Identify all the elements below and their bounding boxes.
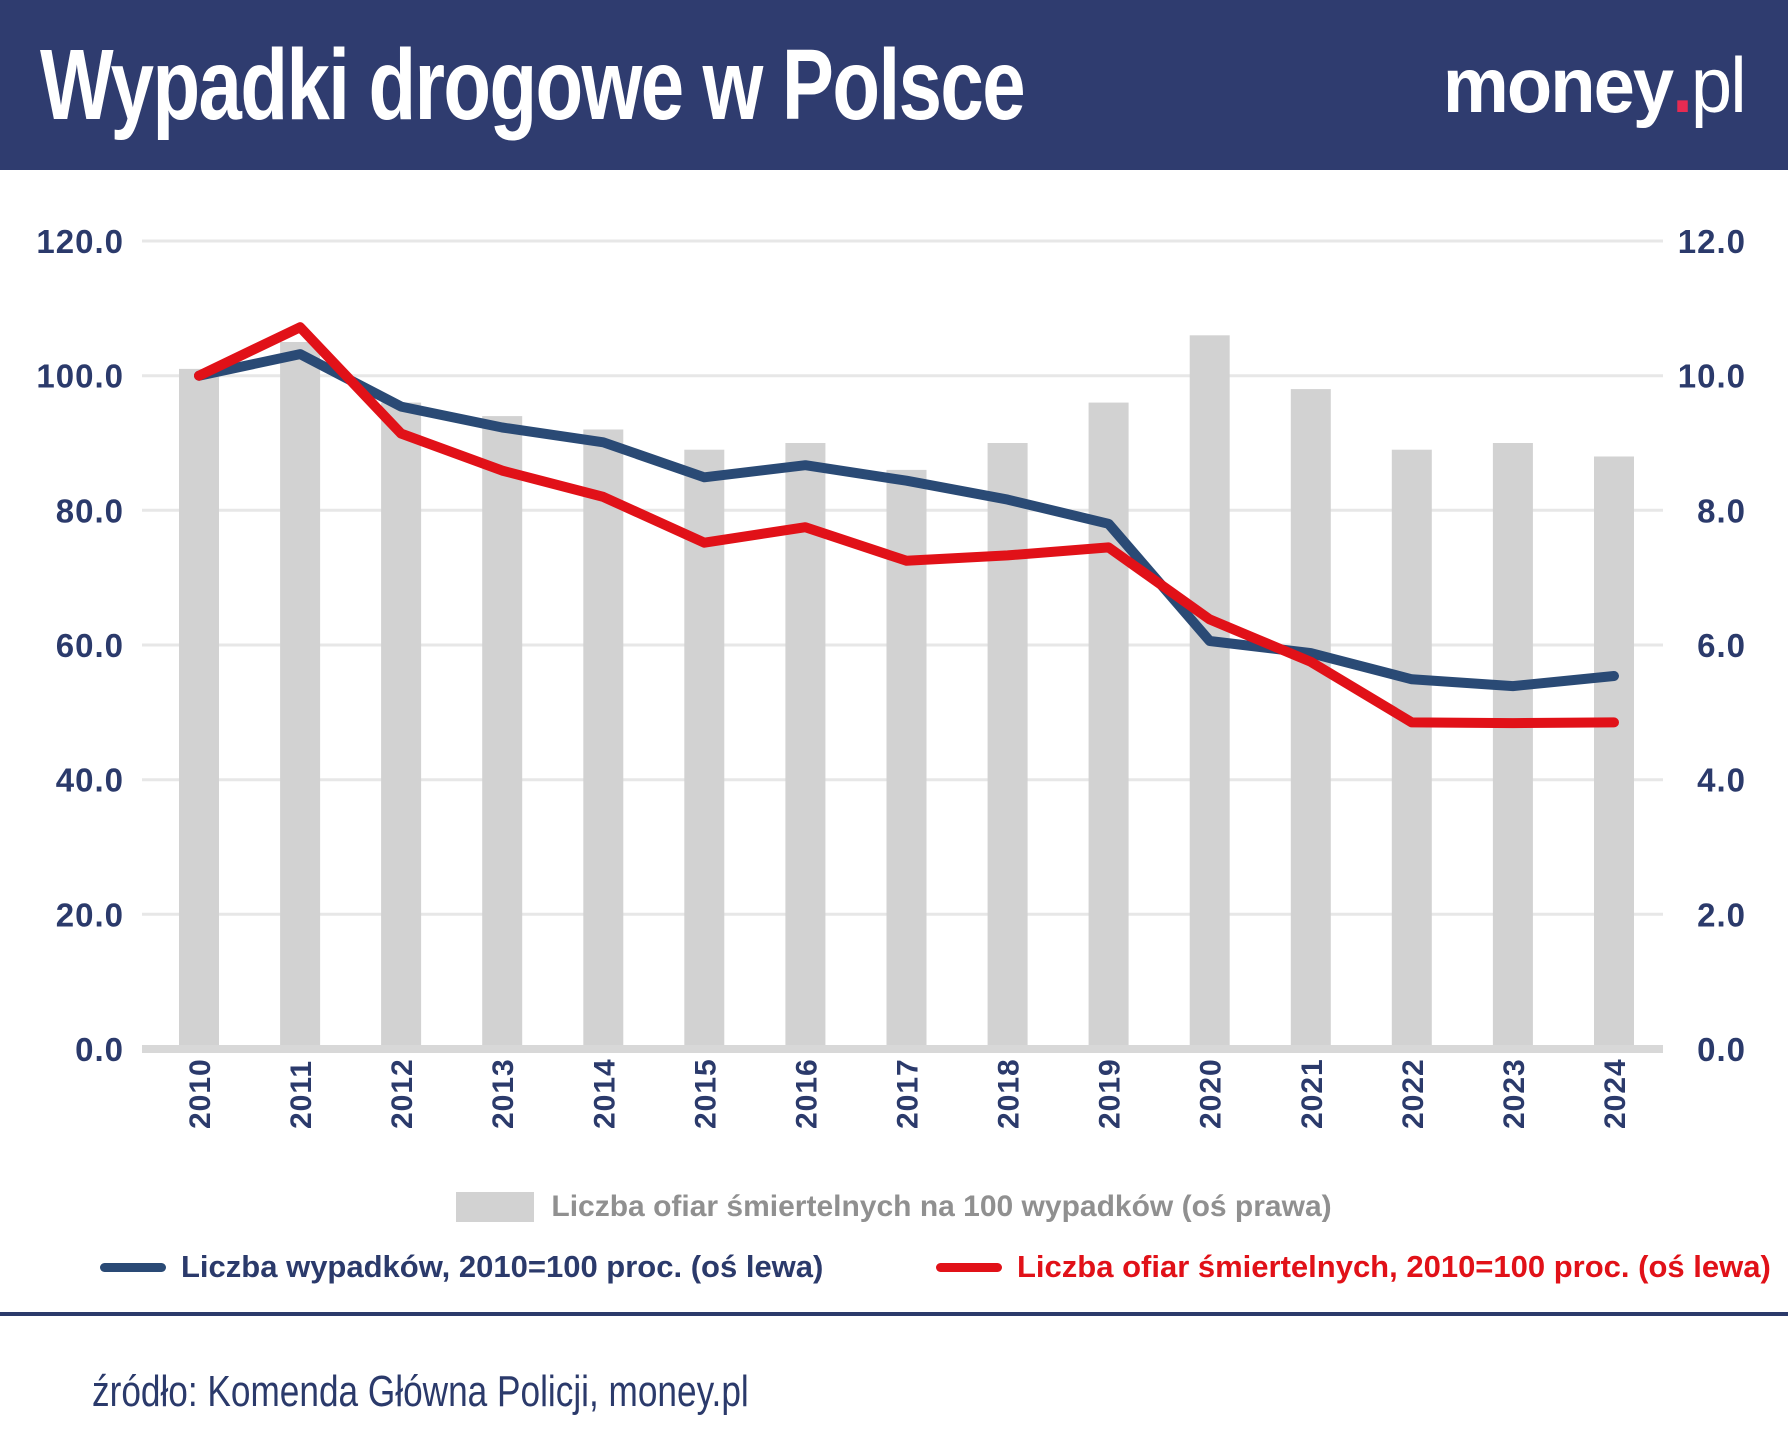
y-right-label-6.0: 6.0 bbox=[1697, 627, 1746, 664]
x-axis-labels: 2010 2011 2012 2013 2014 2015 2016 2017 2018 2019… bbox=[184, 1058, 1632, 1129]
bar-2012 bbox=[381, 402, 422, 1050]
line-fatalities-index bbox=[194, 322, 1619, 729]
logo-pl-text: pl bbox=[1691, 41, 1747, 129]
y-left-label-120.0: 120.0 bbox=[36, 223, 124, 260]
x-label-2022: 2022 bbox=[1397, 1058, 1430, 1129]
header: Wypadki drogowe w Polsce money . pl bbox=[0, 0, 1788, 170]
legend-bar-series-label: Liczba ofiar śmiertelnych na 100 wypadkó… bbox=[551, 1190, 1332, 1223]
page-title: Wypadki drogowe w Polsce bbox=[40, 29, 1026, 141]
x-label-2014: 2014 bbox=[588, 1058, 621, 1129]
y-right-label-8.0: 8.0 bbox=[1697, 492, 1746, 529]
legend-line-series: Liczba wypadków, 2010=100 proc. (oś lewa… bbox=[0, 1246, 1788, 1288]
legend-accidents-label: Liczba wypadków, 2010=100 proc. (oś lewa… bbox=[181, 1249, 824, 1284]
x-label-2010: 2010 bbox=[184, 1058, 217, 1129]
x-label-2016: 2016 bbox=[790, 1058, 823, 1129]
moneypl-logo: money . pl bbox=[1443, 41, 1747, 129]
x-label-2011: 2011 bbox=[285, 1060, 318, 1129]
bar-2015 bbox=[684, 449, 725, 1049]
bar-series-fatalities-per-100-accidents bbox=[179, 335, 1634, 1050]
x-label-2013: 2013 bbox=[487, 1058, 520, 1129]
x-label-2023: 2023 bbox=[1498, 1058, 1531, 1129]
x-label-2012: 2012 bbox=[386, 1058, 419, 1129]
source-text: źródło: Komenda Główna Policji, money.pl bbox=[92, 1367, 749, 1416]
y-axis-right-labels: 0.0 2.0 4.0 6.0 8.0 10.0 12.0 bbox=[1678, 223, 1746, 1068]
y-left-label-100.0: 100.0 bbox=[36, 358, 124, 395]
logo-dot-icon: . bbox=[1672, 41, 1693, 129]
logo-money-text: money bbox=[1443, 41, 1674, 129]
y-right-label-0.0: 0.0 bbox=[1697, 1031, 1746, 1068]
bar-2022 bbox=[1391, 449, 1432, 1049]
divider bbox=[0, 1312, 1788, 1316]
legend-accidents: Liczba wypadków, 2010=100 proc. (oś lewa… bbox=[100, 1246, 823, 1288]
bar-2019 bbox=[1088, 402, 1129, 1050]
bar-2023 bbox=[1492, 443, 1533, 1049]
accidents-line-swatch bbox=[100, 1262, 166, 1272]
bar-2010 bbox=[179, 368, 219, 1049]
bar-series-swatch bbox=[456, 1192, 535, 1222]
bar-2021 bbox=[1290, 389, 1331, 1050]
legend-bar-series: Liczba ofiar śmiertelnych na 100 wypadkó… bbox=[0, 1188, 1788, 1226]
bar-2017 bbox=[886, 469, 927, 1049]
x-label-2015: 2015 bbox=[689, 1058, 722, 1129]
y-right-label-2.0: 2.0 bbox=[1697, 896, 1746, 933]
y-axis-left-labels: 0.0 20.0 40.0 60.0 80.0 100.0 120.0 bbox=[36, 223, 124, 1068]
x-label-2017: 2017 bbox=[892, 1058, 925, 1129]
y-left-label-20.0: 20.0 bbox=[56, 896, 124, 933]
legend-fatalities-label: Liczba ofiar śmiertelnych, 2010=100 proc… bbox=[1017, 1249, 1771, 1284]
x-label-2024: 2024 bbox=[1599, 1058, 1632, 1129]
y-left-label-60.0: 60.0 bbox=[56, 627, 124, 664]
y-left-label-80.0: 80.0 bbox=[56, 492, 124, 529]
bar-2013 bbox=[482, 416, 523, 1050]
bar-2024 bbox=[1594, 456, 1634, 1049]
y-right-label-10.0: 10.0 bbox=[1678, 358, 1746, 395]
legend-fatalities: Liczba ofiar śmiertelnych, 2010=100 proc… bbox=[936, 1246, 1771, 1288]
bar-2020 bbox=[1189, 335, 1230, 1049]
y-right-label-12.0: 12.0 bbox=[1678, 223, 1746, 260]
bar-2011 bbox=[280, 342, 321, 1049]
y-left-label-0.0: 0.0 bbox=[75, 1031, 124, 1068]
x-label-2021: 2021 bbox=[1296, 1058, 1329, 1129]
x-label-2020: 2020 bbox=[1195, 1058, 1228, 1129]
line-accidents-index bbox=[194, 349, 1619, 692]
fatalities-line-swatch bbox=[936, 1262, 1002, 1272]
x-label-2019: 2019 bbox=[1094, 1058, 1127, 1129]
bar-2014 bbox=[583, 429, 624, 1049]
y-right-label-4.0: 4.0 bbox=[1697, 762, 1746, 799]
x-label-2018: 2018 bbox=[993, 1058, 1026, 1129]
y-left-label-40.0: 40.0 bbox=[56, 762, 124, 799]
bar-2018 bbox=[987, 443, 1028, 1049]
bar-2016 bbox=[785, 443, 826, 1049]
